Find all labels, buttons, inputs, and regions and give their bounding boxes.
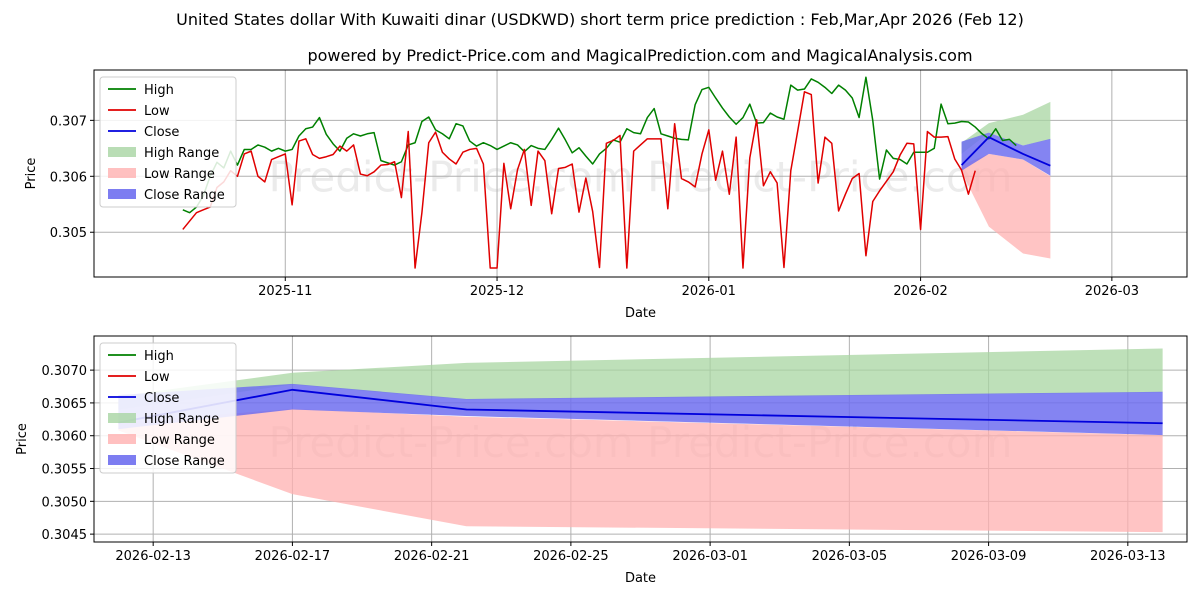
legend-label-high-range: High Range	[144, 146, 219, 161]
legend-swatch-close-range	[108, 455, 136, 465]
x-tick-label: 2026-02	[893, 284, 947, 299]
legend-label-high: High	[144, 83, 174, 98]
x-axis-label: Date	[625, 571, 656, 586]
x-tick-label: 2026-02-21	[394, 549, 470, 564]
y-tick-label: 0.3050	[42, 495, 88, 510]
y-tick-label: 0.307	[50, 114, 87, 129]
legend-swatch-low-range	[108, 434, 136, 444]
y-tick-label: 0.305	[50, 226, 87, 241]
x-tick-label: 2026-03-13	[1090, 549, 1166, 564]
legend-swatch-high-range	[108, 147, 136, 157]
x-tick-label: 2026-02-25	[533, 549, 609, 564]
legend-label-low-range: Low Range	[144, 167, 215, 182]
x-axis-label: Date	[625, 306, 656, 321]
y-tick-label: 0.3060	[42, 430, 88, 445]
x-tick-label: 2025-12	[470, 284, 524, 299]
high-range-band	[118, 348, 1163, 410]
y-tick-label: 0.3070	[42, 364, 88, 379]
low-range-band	[118, 408, 1163, 533]
legend-label-close: Close	[144, 391, 179, 406]
top-price-panel: Predict-Price.com Predict-Price.com 2025-…	[24, 69, 1188, 321]
y-tick-label: 0.3045	[42, 528, 88, 543]
x-tick-label: 2025-11	[258, 284, 312, 299]
watermark-text: Predict-Price.com Predict-Price.com	[268, 153, 1012, 202]
legend-label-high-range: High Range	[144, 412, 219, 427]
legend-swatch-close-range	[108, 189, 136, 199]
x-tick-label: 2026-03-01	[672, 549, 748, 564]
low-range-band	[961, 153, 1051, 259]
y-tick-label: 0.3055	[42, 463, 88, 478]
legend-label-low: Low	[144, 104, 170, 119]
chart-subtitle: powered by Predict-Price.com and Magical…	[307, 46, 972, 65]
plot-frame	[93, 335, 1188, 543]
high-series-line	[182, 76, 1017, 214]
y-tick-label: 0.3065	[42, 397, 88, 412]
legend-swatch-low-range	[108, 168, 136, 178]
legend-label-high: High	[144, 349, 174, 364]
legend-label-low: Low	[144, 370, 170, 385]
close-series-line	[960, 136, 1051, 167]
chart-title: United States dollar With Kuwaiti dinar …	[176, 10, 1024, 29]
x-tick-label: 2026-03-09	[951, 549, 1027, 564]
low-series-line	[182, 91, 976, 269]
high-range-band	[961, 101, 1051, 154]
legend-label-low-range: Low Range	[144, 433, 215, 448]
y-axis-label: Price	[24, 158, 39, 190]
legend-label-close-range: Close Range	[144, 188, 225, 203]
x-tick-label: 2026-01	[682, 284, 736, 299]
y-axis-label: Price	[15, 423, 30, 455]
legend-swatch-high-range	[108, 413, 136, 423]
legend-label-close-range: Close Range	[144, 454, 225, 469]
x-tick-label: 2026-02-17	[255, 549, 331, 564]
plot-frame	[93, 69, 1188, 278]
close-range-band	[118, 383, 1163, 436]
x-tick-label: 2026-02-13	[115, 549, 191, 564]
x-tick-label: 2026-03	[1085, 284, 1139, 299]
legend-label-close: Close	[144, 125, 179, 140]
bottom-forecast-panel: Predict-Price.com Predict-Price.com2026-…	[15, 335, 1188, 586]
x-tick-label: 2026-03-05	[812, 549, 888, 564]
y-tick-label: 0.306	[50, 170, 87, 185]
